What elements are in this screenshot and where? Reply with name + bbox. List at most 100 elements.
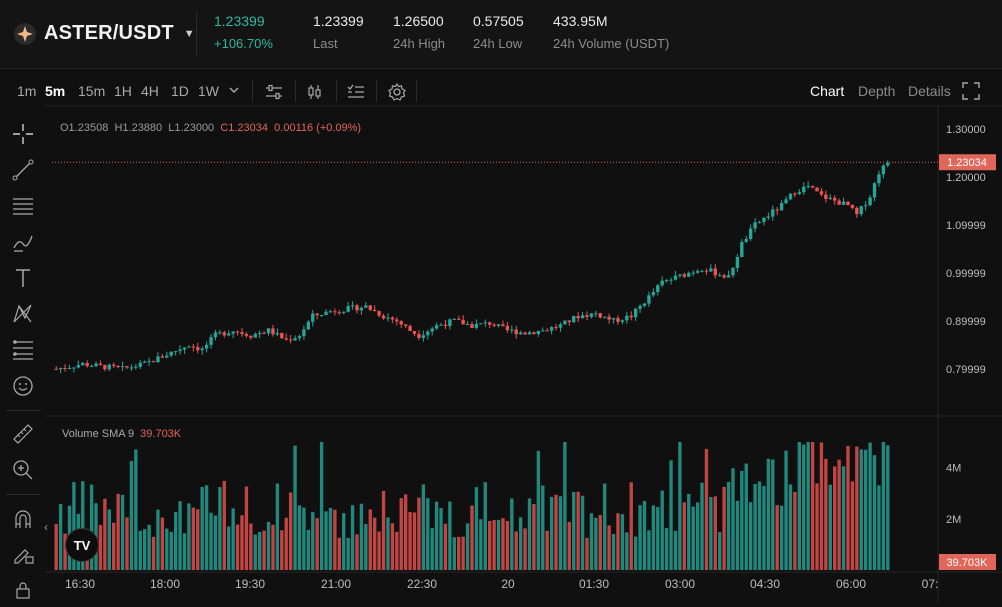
- candle-body: [841, 201, 846, 205]
- indicator-settings-icon[interactable]: [264, 82, 284, 102]
- volume-bar: [253, 534, 257, 570]
- emoji-icon[interactable]: [11, 374, 35, 398]
- tradingview-logo[interactable]: TV: [65, 528, 99, 562]
- volume-bar: [271, 524, 275, 570]
- gear-icon[interactable]: [387, 82, 407, 102]
- fib-icon[interactable]: [11, 338, 35, 362]
- time-axis-label: 07:: [922, 577, 939, 591]
- text-tool-icon[interactable]: [11, 266, 35, 290]
- timeframe-1d[interactable]: 1D: [171, 83, 189, 99]
- candle-body: [735, 257, 740, 268]
- chevron-down-icon[interactable]: ▼: [183, 27, 195, 40]
- timeframe-1m[interactable]: 1m: [17, 83, 37, 99]
- pair-name[interactable]: ASTER/USDT: [44, 22, 174, 44]
- candle-body: [563, 320, 567, 325]
- timeframe-1h[interactable]: 1H: [114, 83, 132, 99]
- candle-body: [293, 338, 297, 341]
- volume-bar: [227, 526, 231, 570]
- candle-body: [722, 275, 726, 278]
- candle-body: [284, 338, 288, 340]
- volume-bar: [134, 449, 138, 570]
- ruler-icon[interactable]: [11, 422, 35, 446]
- pair-selector[interactable]: ASTER/USDT ▼: [14, 22, 195, 45]
- ohlc-open: O1.23508: [60, 122, 109, 134]
- ohlc-high: H1.23880: [114, 122, 163, 134]
- volume-bar: [200, 486, 204, 570]
- volume-bar: [638, 505, 642, 570]
- volume-bar: [850, 481, 855, 570]
- candle-body: [740, 242, 744, 258]
- brush-icon[interactable]: [11, 230, 35, 254]
- candle-body: [350, 305, 355, 307]
- timeframe-15m[interactable]: 15m: [78, 83, 106, 99]
- volume-bar: [293, 445, 297, 570]
- fullscreen-icon[interactable]: [962, 82, 982, 102]
- candle-body: [421, 335, 426, 338]
- volume-bar: [377, 531, 381, 570]
- crosshair-icon[interactable]: [11, 122, 35, 146]
- timeframe-4h[interactable]: 4H: [141, 83, 159, 99]
- volume-bar: [218, 487, 222, 570]
- indicators-list-icon[interactable]: [346, 82, 366, 102]
- volume-bar: [753, 483, 757, 570]
- candle-body: [178, 349, 182, 352]
- collapse-toolbar-icon[interactable]: ‹: [44, 520, 48, 534]
- volume-bar: [673, 530, 678, 570]
- volume-bar: [346, 537, 350, 570]
- candle-body: [886, 162, 890, 166]
- candle-body: [138, 362, 142, 367]
- trend-line-icon[interactable]: [11, 158, 35, 182]
- volume-bar: [532, 504, 536, 570]
- ohlc-change: 0.00116 (+0.09%): [274, 122, 362, 134]
- tab-depth[interactable]: Depth: [858, 83, 896, 99]
- volume-bar: [142, 529, 147, 570]
- pattern-icon[interactable]: [11, 302, 35, 326]
- candle-body: [240, 332, 244, 334]
- volume-bar: [766, 458, 771, 570]
- timeframe-5m[interactable]: 5m: [45, 83, 66, 99]
- volume-bar: [89, 484, 94, 570]
- candle-body: [554, 327, 558, 329]
- candle-body: [541, 330, 545, 332]
- chevron-down-icon[interactable]: [228, 83, 240, 99]
- tab-details[interactable]: Details: [908, 83, 951, 99]
- volume-bar: [103, 498, 107, 570]
- candle-body: [187, 346, 191, 348]
- candle-body: [324, 311, 328, 316]
- candle-body: [797, 192, 802, 195]
- horizontal-lines-icon[interactable]: [11, 194, 35, 218]
- candle-body: [474, 323, 479, 328]
- volume-bar: [523, 528, 527, 570]
- volume-bar: [744, 463, 748, 570]
- candle-body: [775, 209, 779, 211]
- candle-body: [253, 333, 257, 338]
- candle-body: [629, 315, 633, 318]
- candle-body: [633, 308, 638, 318]
- candle-body: [390, 317, 395, 320]
- volume-bar: [687, 493, 691, 570]
- edit-lock-icon[interactable]: [11, 542, 35, 566]
- zoom-in-icon[interactable]: [11, 458, 35, 482]
- candle-body: [297, 336, 302, 339]
- candle-body: [576, 315, 580, 319]
- candle-body: [700, 270, 704, 272]
- candle-type-icon[interactable]: [305, 82, 325, 102]
- volume-bar: [819, 442, 824, 570]
- candle-body: [704, 270, 709, 272]
- lock-icon[interactable]: [11, 578, 35, 602]
- volume-bar: [868, 442, 872, 570]
- timeframe-1w[interactable]: 1W: [198, 83, 219, 99]
- tab-chart[interactable]: Chart: [810, 83, 845, 99]
- candle-body: [134, 366, 138, 368]
- candle-body: [85, 363, 89, 367]
- volume-bar: [726, 481, 731, 570]
- current-volume-tag: [939, 554, 996, 570]
- divider: [376, 80, 377, 102]
- magnet-icon[interactable]: [11, 508, 35, 532]
- candle-body: [160, 356, 165, 358]
- volume-bar: [417, 497, 421, 570]
- divider: [6, 410, 40, 411]
- candle-body: [872, 183, 877, 198]
- candle-body: [412, 330, 417, 334]
